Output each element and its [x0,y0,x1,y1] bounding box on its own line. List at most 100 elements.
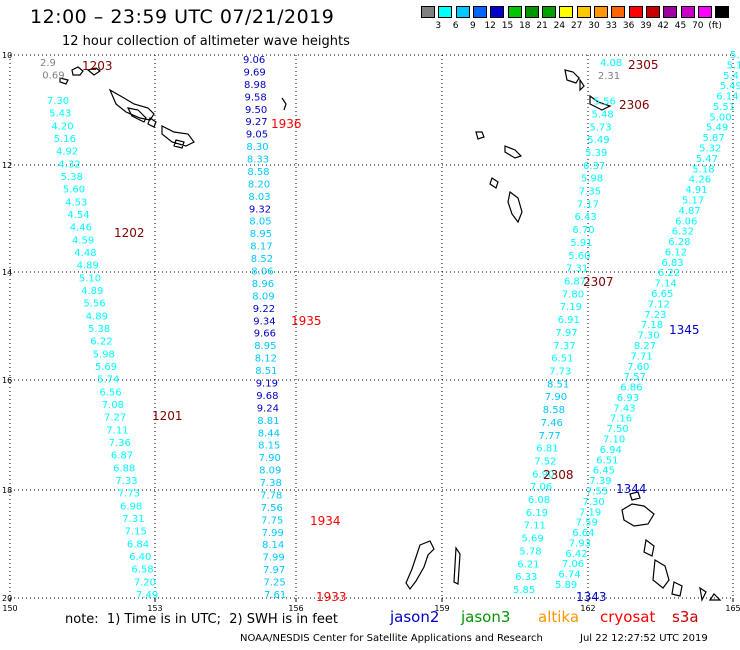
satellite-name: cryosat [600,608,656,626]
wave-height-value: 7.46 [541,418,563,429]
wave-height-value: 7.55 [586,487,608,498]
wave-height-value: 5.78 [519,546,541,557]
wave-height-value: 6.19 [526,508,548,519]
legend-label: 3 [435,21,442,31]
wave-height-value: 8.81 [257,416,279,427]
wave-height-value: 8.58 [247,167,269,178]
legend-swatch [645,6,660,18]
legend-label: 30 [588,21,600,31]
wave-height-value: 8.27 [634,341,656,352]
pass-time-label: 1203 [82,59,113,73]
legend-swatch [559,6,574,18]
wave-height-value: 8.09 [259,466,281,477]
legend-label: 33 [605,21,618,31]
wave-height-value: 5.98 [581,174,603,185]
wave-height-value: 7.97 [263,565,285,576]
legend-swatch [472,6,487,18]
wave-height-value: 7.52 [534,457,556,468]
wave-height-value: 9.68 [256,391,278,402]
pass-time-label: 1202 [114,226,145,240]
wave-height-value: 7.80 [562,289,584,300]
wave-height-value: 5.10 [79,273,101,284]
wave-height-value: 5.89 [555,580,577,591]
wave-height-value: 6.87 [111,451,133,462]
wave-height-value: 4.26 [689,175,711,186]
wave-height-value: 7.73 [549,367,571,378]
island-outline [59,66,722,602]
wave-height-value: 9.32 [249,204,271,215]
wave-height-value: 7.11 [106,425,128,436]
wave-height-value: 5.85 [513,585,535,596]
wave-height-value: 8.12 [255,354,277,365]
legend-swatch [524,6,539,18]
satellite-name: jason3 [461,608,511,626]
pass-time-label: 1344 [616,482,647,496]
wave-height-value: 7.57 [624,372,646,383]
pass-time-label: 1345 [669,323,700,337]
lat-lon-grid: 150 153 156 159 162 165 10 12 14 16 18 20 [2,51,740,613]
legend-swatch [697,6,712,18]
wave-height-value: 6.90 [532,469,554,480]
wave-height-value: 6.84 [127,539,149,550]
wave-height-value: 9.19 [256,379,278,390]
wave-height-value: 9.05 [246,130,268,141]
lon-tick-label: 150 [2,604,17,613]
wave-height-value: 5.69 [95,362,117,373]
wave-height-value: 6.40 [129,552,151,563]
wave-height-value: 4.89 [86,311,108,322]
wave-height-value: 7.10 [603,435,625,446]
wave-height-value: 6.06 [675,216,697,227]
legend-swatch [438,6,453,18]
wave-height-value: 4.20 [51,121,73,132]
wave-height-value: 5.60 [63,185,85,196]
wave-height-value: 5.38 [61,172,83,183]
wave-height-value: 6.64 [572,528,594,539]
wave-height-value: 7.35 [579,187,601,198]
wave-height-value: 2.31 [598,71,620,82]
wave-height-value: 7.16 [610,414,632,425]
legend-label: 6 [452,21,459,31]
wave-height-value: 8.03 [248,192,270,203]
lat-tick-label: 20 [2,594,12,603]
pass-time-label: 1201 [152,409,183,423]
pass-time-label: 1933 [316,590,347,604]
legend-label: 42 [657,21,669,31]
wave-height-value: 4.89 [77,261,99,272]
wave-height-value: 6.56 [99,387,121,398]
wave-height-value: 7.06 [530,482,552,493]
wave-height-value: 7.06 [562,559,584,570]
wave-height-value: 7.11 [524,521,546,532]
wave-height-value: 4.48 [74,248,96,259]
legend-label: 15 [501,21,514,31]
wave-height-value: 5.17 [682,196,704,207]
wave-height-value: 4.32 [58,159,80,170]
wave-height-value: 7.99 [262,528,284,539]
wave-height-value: 6.65 [651,289,673,300]
wave-height-value: 7.93 [569,538,591,549]
wave-height-value: 6.32 [672,227,694,238]
wave-height-value: 7.19 [560,302,582,313]
legend-label: 18 [519,21,531,31]
wave-height-value: 7.90 [259,453,281,464]
wave-height-value: 9.24 [257,403,279,414]
wave-height-value: 6.42 [565,549,587,560]
wave-height-value: 7.60 [627,362,649,373]
wave-height-value: 6.51 [551,354,573,365]
legend-label: (ft) [708,21,722,31]
wave-height-value: 8.20 [248,179,270,190]
wave-height-value: 9.06 [243,55,265,66]
note-text: note: 1) Time is in UTC; 2) SWH is in fe… [65,612,338,627]
wave-height-value: 8.33 [247,155,269,166]
wave-height-value: 4.08 [600,58,622,69]
wave-height-value: 6.51 [596,455,618,466]
pass-time-label: 1934 [310,514,341,528]
legend-swatch [507,6,522,18]
wave-height-value: 9.34 [253,316,275,327]
wave-height-value: 8.09 [252,291,274,302]
wave-height-value: 7.71 [631,351,653,362]
wave-height-value: 4.91 [685,185,707,196]
wave-height-value: 5.48 [592,109,614,120]
wave-height-value: 7.38 [260,478,282,489]
wave-height-value: 7.33 [115,476,137,487]
